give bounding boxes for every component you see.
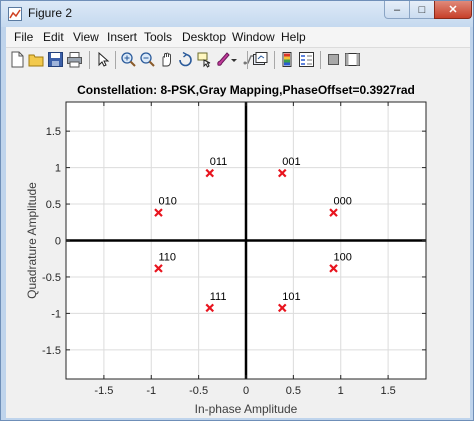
menu-help[interactable]: Help <box>281 30 306 44</box>
hide-plot-tools-icon[interactable] <box>325 51 342 68</box>
toolbar-separator <box>89 51 90 69</box>
menu-window[interactable]: Window <box>232 30 275 44</box>
y-tick-label: -0.5 <box>42 272 61 284</box>
x-tick-label: -1 <box>146 385 156 397</box>
toolbar-separator <box>274 51 275 69</box>
close-icon: ✕ <box>448 4 458 16</box>
constellation-point <box>277 303 287 313</box>
y-tick-label: 0.5 <box>46 199 61 211</box>
brush-icon[interactable] <box>215 51 232 68</box>
y-tick-label: -1 <box>51 308 61 320</box>
window-title: Figure 2 <box>28 6 73 20</box>
new-figure-icon[interactable] <box>9 51 26 68</box>
menu-edit[interactable]: Edit <box>43 30 64 44</box>
y-axis-label: Quadrature Amplitude <box>25 182 39 299</box>
y-tick-label: -1.5 <box>42 345 61 357</box>
x-tick-label: 1 <box>338 385 344 397</box>
point-bit-label: 001 <box>282 156 300 168</box>
zoom-out-icon[interactable] <box>139 51 156 68</box>
zoom-in-icon[interactable] <box>120 51 137 68</box>
menu-tools[interactable]: Tools <box>144 30 173 44</box>
constellation-point <box>154 264 163 273</box>
save-icon[interactable] <box>47 51 64 68</box>
menu-bar: File Edit View Insert Tools Desktop Wind… <box>6 27 470 47</box>
x-tick-label: -0.5 <box>189 385 208 397</box>
matlab-figure-icon <box>8 7 22 21</box>
maximize-icon: □ <box>418 3 426 16</box>
menu-file[interactable]: File <box>14 30 34 44</box>
constellation-point <box>205 303 215 313</box>
figure-canvas: -1.5 -1 -0.5 0 0.5 1 1.5 -1.5 -1 -0.5 0 0.5 1 1.5 Cons… <box>6 72 470 418</box>
minimize-icon: – <box>393 3 401 16</box>
maximize-button[interactable]: □ <box>409 1 435 19</box>
point-bit-label: 100 <box>334 251 352 263</box>
constellation-point <box>329 208 338 217</box>
point-bit-label: 010 <box>158 196 176 208</box>
menu-insert[interactable]: Insert <box>107 30 138 44</box>
menu-view[interactable]: View <box>73 30 99 44</box>
brush-dropdown-icon[interactable] <box>230 51 238 68</box>
legend-icon[interactable] <box>298 51 315 68</box>
y-tick-label: 1.5 <box>46 126 61 138</box>
toolbar-separator <box>320 51 321 69</box>
chart-title: Constellation: 8-PSK,Gray Mapping,PhaseO… <box>77 83 415 97</box>
constellation-chart: -1.5 -1 -0.5 0 0.5 1 1.5 -1.5 -1 -0.5 0 0.5 1 1.5 Cons… <box>25 83 427 416</box>
colorbar-icon[interactable] <box>279 51 296 68</box>
open-file-icon[interactable] <box>28 51 45 68</box>
insert-colorbar-group-icon[interactable] <box>252 51 269 68</box>
constellation-point <box>277 168 287 178</box>
close-button[interactable]: ✕ <box>434 1 472 19</box>
constellation-point <box>205 168 215 178</box>
menu-desktop[interactable]: Desktop <box>182 30 227 44</box>
x-tick-label: 0.5 <box>286 385 301 397</box>
x-tick-label: 0 <box>243 385 249 397</box>
constellation-point <box>154 208 163 217</box>
point-bit-label: 000 <box>334 196 352 208</box>
toolbar-separator <box>247 51 248 69</box>
print-icon[interactable] <box>66 51 83 68</box>
title-bar[interactable]: Figure 2 – □ ✕ <box>1 1 473 27</box>
constellation-point <box>329 264 338 273</box>
point-bit-label: 101 <box>282 291 300 303</box>
data-cursor-icon[interactable] <box>196 51 213 68</box>
show-plot-tools-icon[interactable] <box>344 51 361 68</box>
minimize-button[interactable]: – <box>384 1 410 19</box>
point-bit-label: 011 <box>210 156 228 168</box>
point-bit-label: 110 <box>158 251 176 263</box>
x-tick-label: -1.5 <box>94 385 113 397</box>
figure-toolbar <box>6 47 470 73</box>
toolbar-separator <box>115 51 116 69</box>
x-tick-label: 1.5 <box>380 385 395 397</box>
point-bit-label: 111 <box>210 291 227 303</box>
y-tick-label: 0 <box>55 236 61 248</box>
x-axis-label: In-phase Amplitude <box>195 402 298 416</box>
rotate-3d-icon[interactable] <box>177 51 194 68</box>
y-tick-label: 1 <box>55 163 61 175</box>
pan-icon[interactable] <box>158 51 175 68</box>
pointer-icon[interactable] <box>94 51 111 68</box>
